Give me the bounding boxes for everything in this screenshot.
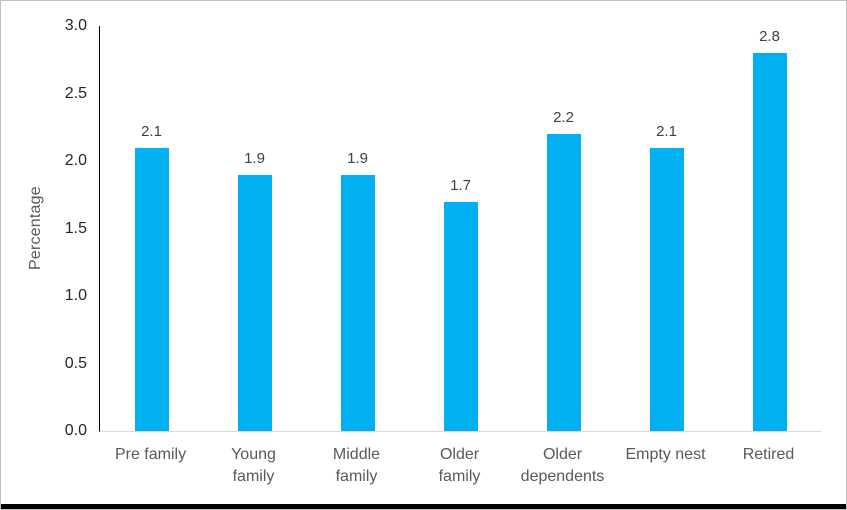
y-axis-tick-label: 0.0 xyxy=(64,422,87,439)
x-axis-category-label: Empty nest xyxy=(625,446,706,463)
bar-value-label: 1.9 xyxy=(347,149,368,167)
bar-cell: 1.9 xyxy=(306,26,409,431)
bar-cell: 2.1 xyxy=(615,26,718,431)
bars-container: 2.1 1.9 1.9 1.7 2.2 2.1 2.8 xyxy=(100,26,821,431)
x-axis-category-label: Young family xyxy=(231,446,276,485)
y-axis-tick-label: 3.0 xyxy=(64,17,87,34)
bar-value-label: 1.9 xyxy=(244,149,265,167)
bar-value-label: 2.2 xyxy=(553,109,574,126)
bar xyxy=(134,147,169,431)
bar xyxy=(649,147,684,431)
x-axis-category-label: Middle family xyxy=(332,446,381,485)
bar-value-label: 1.7 xyxy=(450,176,471,194)
bar xyxy=(546,134,581,431)
x-axis-category-label: Older family xyxy=(438,446,481,485)
plot-area: 2.1 1.9 1.9 1.7 2.2 2.1 2.8 xyxy=(99,26,821,432)
bar-cell: 2.1 xyxy=(100,26,203,431)
bar xyxy=(237,174,272,431)
bar-value-label: 2.1 xyxy=(656,122,677,140)
bar-cell: 2.8 xyxy=(718,26,821,431)
y-axis-tick-labels: 0.0 0.5 1.0 1.5 2.0 2.5 3.0 xyxy=(1,18,87,439)
bar-value-label: 2.1 xyxy=(141,122,162,140)
bar-cell: 1.7 xyxy=(409,26,512,431)
bar-value-label: 2.8 xyxy=(759,28,780,45)
x-axis-labels: Pre family Young family Middle family Older… xyxy=(99,444,820,488)
bar-cell: 1.9 xyxy=(203,26,306,431)
bottom-border-strip xyxy=(1,504,846,509)
bar xyxy=(443,201,478,431)
x-axis-category-label: Older dependents xyxy=(520,446,605,485)
y-axis-tick-label: 1.0 xyxy=(64,287,87,305)
bar xyxy=(340,174,375,431)
y-axis-tick-label: 1.5 xyxy=(64,219,87,237)
x-axis-category-label: Retired xyxy=(742,446,795,463)
y-axis-tick-label: 2.5 xyxy=(64,84,87,102)
bar-cell: 2.2 xyxy=(512,26,615,431)
bar xyxy=(752,53,787,431)
x-axis-category-label: Pre family xyxy=(114,446,187,463)
y-axis-tick-label: 0.5 xyxy=(64,354,87,372)
y-axis-tick-label: 2.0 xyxy=(64,152,87,170)
